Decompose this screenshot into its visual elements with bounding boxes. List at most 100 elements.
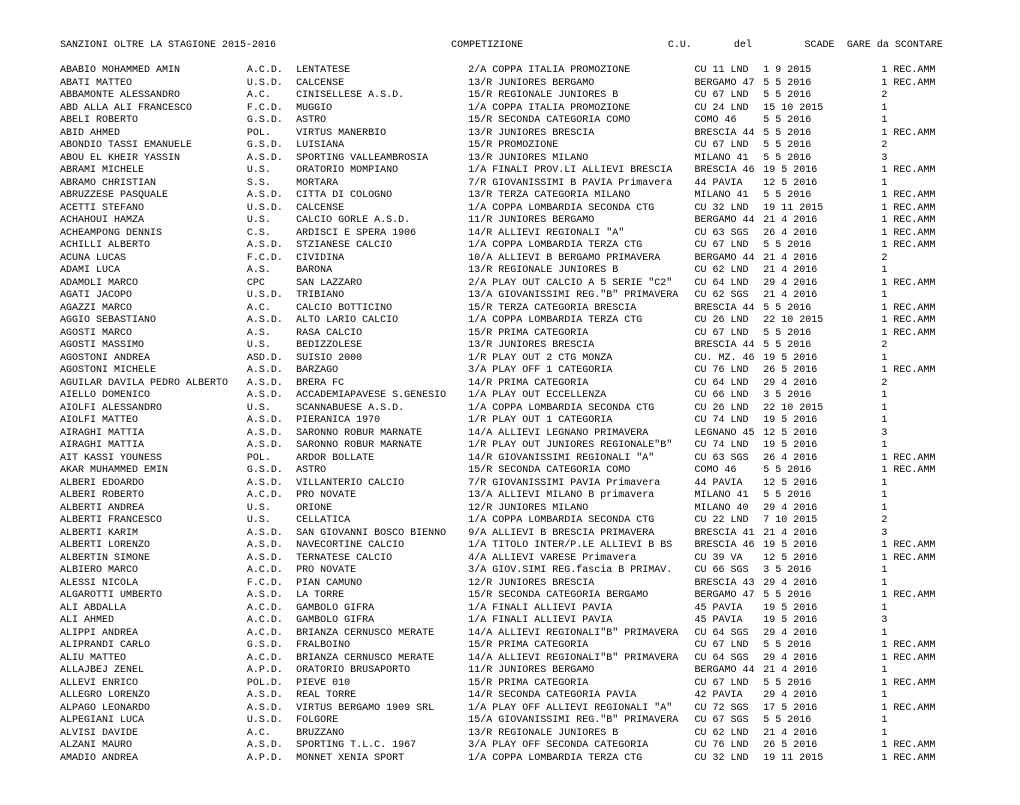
- scade-cell: [837, 240, 881, 253]
- header-cu: C.U.: [668, 40, 734, 51]
- club-name-cell: SUISIO 2000: [296, 353, 468, 366]
- rest-cell: 1 REC.AMM: [881, 540, 960, 553]
- table-row: ALVISI DAVIDEA.C.BRUZZANO13/R REGIONALE …: [60, 728, 960, 741]
- cu-cell: CU 62 LND: [694, 728, 763, 741]
- club-prefix-cell: A.S.D.: [247, 378, 296, 391]
- cu-cell: CU 67 LND: [694, 90, 763, 103]
- club-prefix-cell: U.S.: [247, 165, 296, 178]
- cu-cell: CU 74 LND: [694, 415, 763, 428]
- cu-cell: 45 PAVIA: [694, 603, 763, 616]
- table-row: ALBERTI KARIMA.S.D.SAN GIOVANNI BOSCO BI…: [60, 528, 960, 541]
- club-name-cell: ACCADEMIAPAVESE S.GENESIO: [296, 390, 468, 403]
- club-prefix-cell: U.S.D.: [247, 78, 296, 91]
- club-prefix-cell: C.S.: [247, 228, 296, 241]
- cu-cell: BERGAMO 44: [694, 665, 763, 678]
- competition-cell: 1/A COPPA LOMBARDIA SECONDA CTG: [468, 515, 694, 528]
- club-prefix-cell: A.C.: [247, 90, 296, 103]
- club-name-cell: SPORTING T.L.C. 1967: [296, 740, 468, 753]
- cu-cell: CU 67 SGS: [694, 715, 763, 728]
- scade-cell: [837, 690, 881, 703]
- del-cell: 1 9 2015: [763, 65, 837, 78]
- club-name-cell: PIEVE 010: [296, 678, 468, 691]
- scade-cell: [837, 215, 881, 228]
- name-cell: ALLEVI ENRICO: [60, 678, 247, 691]
- competition-cell: 7/R GIOVANISSIMI B PAVIA Primavera: [468, 178, 694, 191]
- club-prefix-cell: A.S.D.: [247, 440, 296, 453]
- competition-cell: 7/R GIOVANISSIMI PAVIA Primavera: [468, 478, 694, 491]
- competition-cell: 3/A PLAY OFF 1 CATEGORIA: [468, 365, 694, 378]
- name-cell: AIRAGHI MATTIA: [60, 428, 247, 441]
- club-name-cell: BEDIZZOLESE: [296, 340, 468, 353]
- club-name-cell: BRUZZANO: [296, 728, 468, 741]
- club-name-cell: LA TORRE: [296, 590, 468, 603]
- club-prefix-cell: A.P.D.: [247, 753, 296, 766]
- name-cell: ABATI MATTEO: [60, 78, 247, 91]
- rest-cell: 1 REC.AMM: [881, 215, 960, 228]
- rest-cell: 1 REC.AMM: [881, 740, 960, 753]
- del-cell: 26 4 2016: [763, 228, 837, 241]
- table-row: ALBERI ROBERTOA.C.D.PRO NOVATE13/A ALLIE…: [60, 490, 960, 503]
- cu-cell: CU 67 LND: [694, 140, 763, 153]
- cu-cell: CU 32 LND: [694, 753, 763, 766]
- table-row: AGOSTONI ANDREAASD.D.SUISIO 20001/R PLAY…: [60, 353, 960, 366]
- cu-cell: CU 62 LND: [694, 265, 763, 278]
- del-cell: 19 5 2016: [763, 540, 837, 553]
- competition-cell: 14/A ALLIEVI REGIONALI"B" PRIMAVERA: [468, 628, 694, 641]
- competition-cell: 10/A ALLIEVI B BERGAMO PRIMAVERA: [468, 253, 694, 266]
- del-cell: 29 4 2016: [763, 628, 837, 641]
- name-cell: AGATI JACOPO: [60, 290, 247, 303]
- del-cell: 5 5 2016: [763, 490, 837, 503]
- cu-cell: CU 67 LND: [694, 240, 763, 253]
- club-name-cell: ARDOR BOLLATE: [296, 453, 468, 466]
- name-cell: ABABIO MOHAMMED AMIN: [60, 65, 247, 78]
- club-name-cell: ASTRO: [296, 115, 468, 128]
- del-cell: 29 4 2016: [763, 378, 837, 391]
- name-cell: ABOU EL KHEIR YASSIN: [60, 153, 247, 166]
- club-prefix-cell: POL.: [247, 453, 296, 466]
- name-cell: ALI AHMED: [60, 615, 247, 628]
- club-prefix-cell: A.S.D.: [247, 315, 296, 328]
- name-cell: ABD ALLA ALI FRANCESCO: [60, 103, 247, 116]
- club-name-cell: ALTO LARIO CALCIO: [296, 315, 468, 328]
- del-cell: 5 5 2016: [763, 190, 837, 203]
- cu-cell: CU 63 SGS: [694, 453, 763, 466]
- cu-cell: CU 64 LND: [694, 378, 763, 391]
- name-cell: ALBERI EDOARDO: [60, 478, 247, 491]
- competition-cell: 15/R TERZA CATEGORIA BRESCIA: [468, 303, 694, 316]
- table-row: ABELI ROBERTOG.S.D.ASTRO15/R SECONDA CAT…: [60, 115, 960, 128]
- club-name-cell: SAN GIOVANNI BOSCO BIENNO: [296, 528, 468, 541]
- table-row: ABONDIO TASSI EMANUELEG.S.D.LUISIANA15/R…: [60, 140, 960, 153]
- del-cell: 5 5 2016: [763, 128, 837, 141]
- scade-cell: [837, 90, 881, 103]
- club-prefix-cell: A.P.D.: [247, 665, 296, 678]
- competition-cell: 14/R PRIMA CATEGORIA: [468, 378, 694, 391]
- club-name-cell: CALCENSE: [296, 78, 468, 91]
- del-cell: 29 4 2016: [763, 503, 837, 516]
- name-cell: ABONDIO TASSI EMANUELE: [60, 140, 247, 153]
- rest-cell: 1 REC.AMM: [881, 315, 960, 328]
- name-cell: ALVISI DAVIDE: [60, 728, 247, 741]
- club-prefix-cell: G.S.D.: [247, 465, 296, 478]
- club-prefix-cell: A.S.D.: [247, 153, 296, 166]
- club-prefix-cell: G.S.D.: [247, 640, 296, 653]
- table-row: ABRAMI MICHELEU.S.ORATORIO MOMPIANO1/A F…: [60, 165, 960, 178]
- table-row: ABRUZZESE PASQUALEA.S.D.CITTA DI COLOGNO…: [60, 190, 960, 203]
- name-cell: ACETTI STEFANO: [60, 203, 247, 216]
- scade-cell: [837, 740, 881, 753]
- competition-cell: 1/A COPPA LOMBARDIA TERZA CTG: [468, 753, 694, 766]
- name-cell: ALGAROTTI UMBERTO: [60, 590, 247, 603]
- cu-cell: CU 24 LND: [694, 103, 763, 116]
- name-cell: ABELI ROBERTO: [60, 115, 247, 128]
- scade-cell: [837, 490, 881, 503]
- scade-cell: [837, 365, 881, 378]
- rest-cell: 1: [881, 690, 960, 703]
- competition-cell: 13/R JUNIORES BRESCIA: [468, 340, 694, 353]
- club-name-cell: NAVECORTINE CALCIO: [296, 540, 468, 553]
- club-name-cell: BRERA FC: [296, 378, 468, 391]
- cu-cell: CU 11 LND: [694, 65, 763, 78]
- rest-cell: 1 REC.AMM: [881, 78, 960, 91]
- table-row: ALBIERO MARCOA.C.D.PRO NOVATE3/A GIOV.SI…: [60, 565, 960, 578]
- cu-cell: 44 PAVIA: [694, 478, 763, 491]
- rest-cell: 1: [881, 578, 960, 591]
- cu-cell: MILANO 40: [694, 503, 763, 516]
